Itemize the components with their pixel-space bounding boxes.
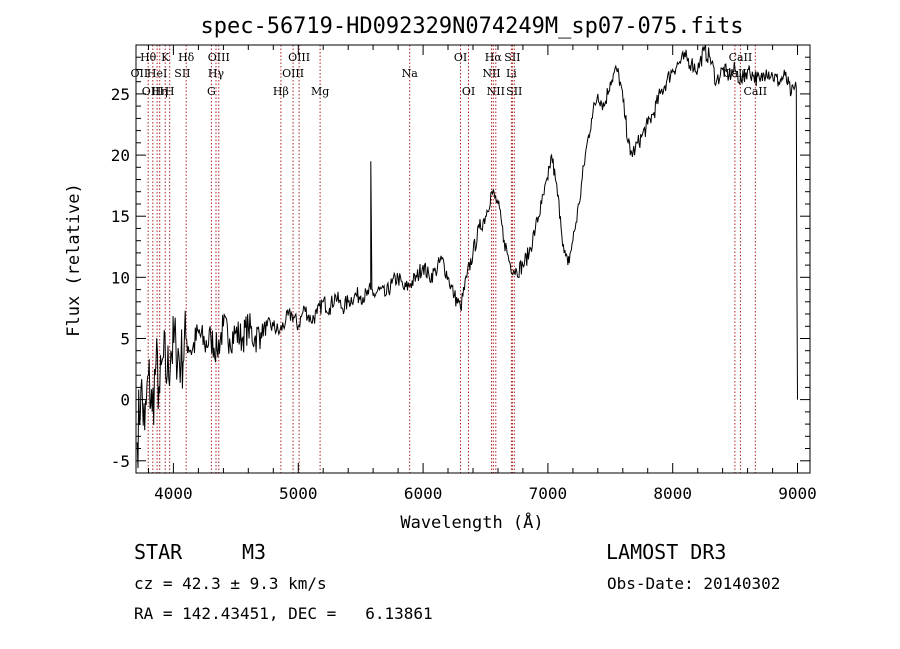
- y-tick-label: 0: [120, 391, 130, 410]
- line-label-23: Mg: [311, 85, 329, 98]
- object-class: STAR: [134, 540, 183, 564]
- x-tick-label: 4000: [154, 484, 193, 503]
- line-label-22: Hβ: [273, 85, 289, 98]
- line-label-6: Hα: [485, 51, 503, 64]
- x-tick-label: 6000: [404, 484, 443, 503]
- line-label-25: NII: [487, 85, 505, 98]
- redshift-text: cz = 42.3 ± 9.3 km/s: [134, 574, 327, 593]
- line-label-12: Hγ: [208, 67, 225, 80]
- line-label-24: OI: [462, 85, 475, 98]
- x-axis: 4000 5000 6000 7000 8000 9000: [148, 45, 817, 503]
- line-label-4: OIII: [288, 51, 310, 64]
- plot-frame: [135, 44, 811, 474]
- survey-label: LAMOST DR3: [606, 540, 727, 564]
- line-label-19: Hη: [152, 85, 168, 98]
- y-tick-label: 25: [111, 85, 130, 104]
- line-label-2: Hδ: [178, 51, 195, 64]
- line-label-3: OIII: [208, 51, 230, 64]
- line-label-8: CaII: [729, 51, 753, 64]
- line-label-14: Na: [402, 67, 419, 80]
- obs-date-text: Obs-Date: 20140302: [607, 574, 781, 593]
- line-label-1: K: [161, 51, 170, 64]
- y-tick-label: 5: [120, 330, 130, 349]
- line-markers: [147, 45, 756, 473]
- flux-series-line: [136, 44, 798, 469]
- y-axis: -5 0 5 10 15 20 25: [111, 56, 810, 471]
- line-label-16: Li: [506, 67, 517, 80]
- x-axis-label: Wavelength (Å): [400, 511, 543, 533]
- object-subclass: M3: [242, 540, 267, 564]
- y-tick-label: 15: [111, 207, 130, 226]
- line-label-0: Hθ: [140, 51, 157, 64]
- line-label-9: OII: [131, 67, 149, 80]
- line-label-26: SII: [506, 85, 522, 98]
- x-tick-label: 5000: [279, 484, 318, 503]
- y-tick-label: 10: [111, 268, 130, 287]
- x-tick-label: 9000: [778, 484, 817, 503]
- x-tick-label: 8000: [653, 484, 692, 503]
- line-label-27: CaII: [743, 85, 767, 98]
- x-tick-label: 7000: [529, 484, 568, 503]
- y-axis-label: Flux (relative): [64, 183, 84, 337]
- line-label-15: NII: [482, 67, 500, 80]
- chart-title: spec-56719-HD092329N074249M_sp07-075.fit…: [200, 14, 743, 39]
- line-label-13: OIII: [282, 67, 304, 80]
- line-label-20: H: [165, 85, 175, 98]
- line-label-7: SII: [504, 51, 520, 64]
- coordinates-text: RA = 142.43451, DEC = 6.13861: [134, 604, 433, 623]
- y-tick-label: -5: [111, 452, 130, 471]
- line-label-5: OI: [454, 51, 467, 64]
- line-label-21: G: [207, 85, 216, 98]
- y-tick-label: 20: [111, 146, 130, 165]
- line-label-18: OIII: [142, 85, 164, 98]
- line-label-10: HeI: [147, 67, 167, 80]
- line-label-11: SII: [174, 67, 190, 80]
